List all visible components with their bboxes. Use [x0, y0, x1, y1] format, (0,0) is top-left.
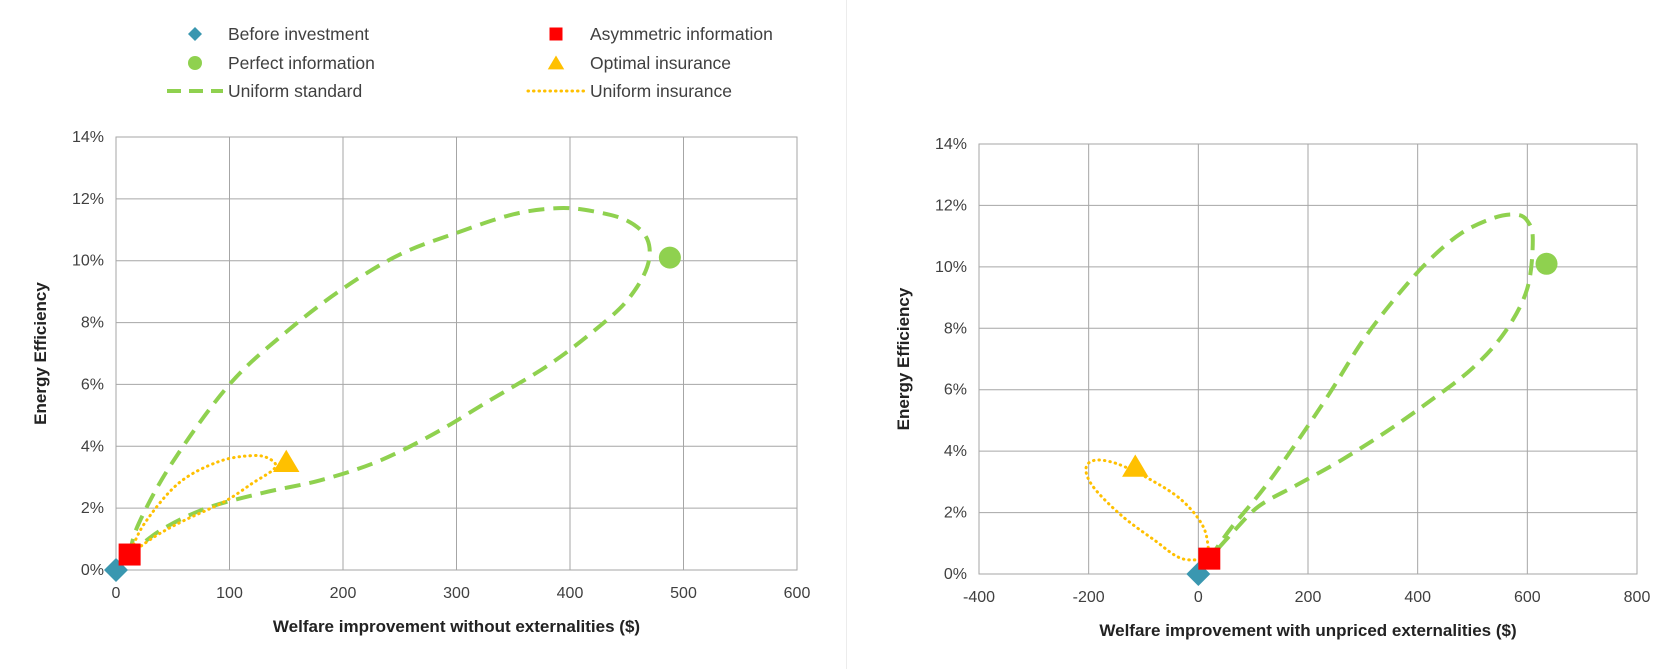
left-y-tick-label: 0%: [81, 562, 104, 579]
left-x-tick-label: 400: [557, 585, 584, 602]
left-y-tick-label: 14%: [72, 129, 104, 146]
right-y-axis-title: Energy Efficiency: [894, 287, 913, 430]
left-point-perfect: [658, 246, 681, 269]
right-y-tick-label: 14%: [935, 136, 967, 153]
left-line-ustd: [127, 206, 652, 557]
right-x-tick-label: 0: [1194, 589, 1203, 606]
right-y-tick-label: 10%: [935, 259, 967, 276]
left-chart: Before investment Asymmetric information P…: [31, 24, 811, 636]
left-y-tick-label: 10%: [72, 253, 104, 270]
right-y-tick-label: 6%: [944, 382, 967, 399]
left-x-axis-title: Welfare improvement without externalitie…: [273, 617, 640, 636]
legend-label-uins: Uniform insurance: [590, 81, 732, 101]
left-point-optimal: [273, 449, 300, 472]
right-y-tick-label: 0%: [944, 566, 967, 583]
legend-label-perfect: Perfect information: [228, 53, 375, 73]
left-x-tick-label: 0: [112, 585, 121, 602]
right-point-optimal: [1122, 454, 1149, 477]
left-y-tick-label: 12%: [72, 191, 104, 208]
left-chart-panel: Before investment Asymmetric information P…: [31, 24, 811, 636]
left-y-tick-label: 4%: [81, 438, 104, 455]
right-y-tick-label: 8%: [944, 320, 967, 337]
legend: Before investment Asymmetric information P…: [167, 24, 773, 101]
right-x-tick-label: 800: [1624, 589, 1651, 606]
right-y-tick-label: 2%: [944, 505, 967, 522]
left-x-tick-label: 100: [216, 585, 243, 602]
legend-swatch-optimal: [547, 55, 565, 70]
right-line-uins: [1084, 458, 1211, 562]
right-line-ustd: [1207, 212, 1535, 560]
legend-label-before: Before investment: [228, 24, 369, 44]
right-point-perfect: [1535, 252, 1558, 275]
left-x-tick-label: 200: [330, 585, 357, 602]
right-x-tick-label: -400: [963, 589, 995, 606]
left-y-axis-title: Energy Efficiency: [31, 282, 50, 425]
right-x-tick-label: 600: [1514, 589, 1541, 606]
right-chart-panel: -400 -200 0 200 400 600 800 0% 2% 4% 6% 8% 10% 12% 14%…: [846, 0, 1674, 669]
left-point-asym: [118, 543, 141, 566]
right-x-axis-title: Welfare improvement with unpriced extern…: [1099, 621, 1516, 640]
right-y-tick-label: 12%: [935, 197, 967, 214]
legend-swatch-asym: [549, 27, 563, 41]
legend-label-asym: Asymmetric information: [590, 24, 773, 44]
left-line-uins: [128, 453, 278, 556]
legend-swatch-before: [188, 27, 202, 41]
left-x-tick-label: 500: [670, 585, 697, 602]
left-x-tick-label: 300: [443, 585, 470, 602]
left-y-tick-label: 2%: [81, 500, 104, 517]
right-x-tick-label: -200: [1073, 589, 1105, 606]
right-point-before: [1186, 562, 1211, 586]
legend-swatch-perfect: [188, 56, 202, 70]
right-x-tick-label: 400: [1404, 589, 1431, 606]
right-chart: -400 -200 0 200 400 600 800 0% 2% 4% 6% 8% 10% 12% 14%…: [894, 136, 1651, 640]
left-y-tick-label: 8%: [81, 315, 104, 332]
left-y-tick-label: 6%: [81, 376, 104, 393]
left-x-tick-label: 600: [784, 585, 811, 602]
right-point-asym: [1198, 547, 1221, 570]
right-y-tick-label: 4%: [944, 443, 967, 460]
legend-label-optimal: Optimal insurance: [590, 53, 731, 73]
legend-label-ustd: Uniform standard: [228, 81, 362, 101]
right-x-tick-label: 200: [1295, 589, 1322, 606]
